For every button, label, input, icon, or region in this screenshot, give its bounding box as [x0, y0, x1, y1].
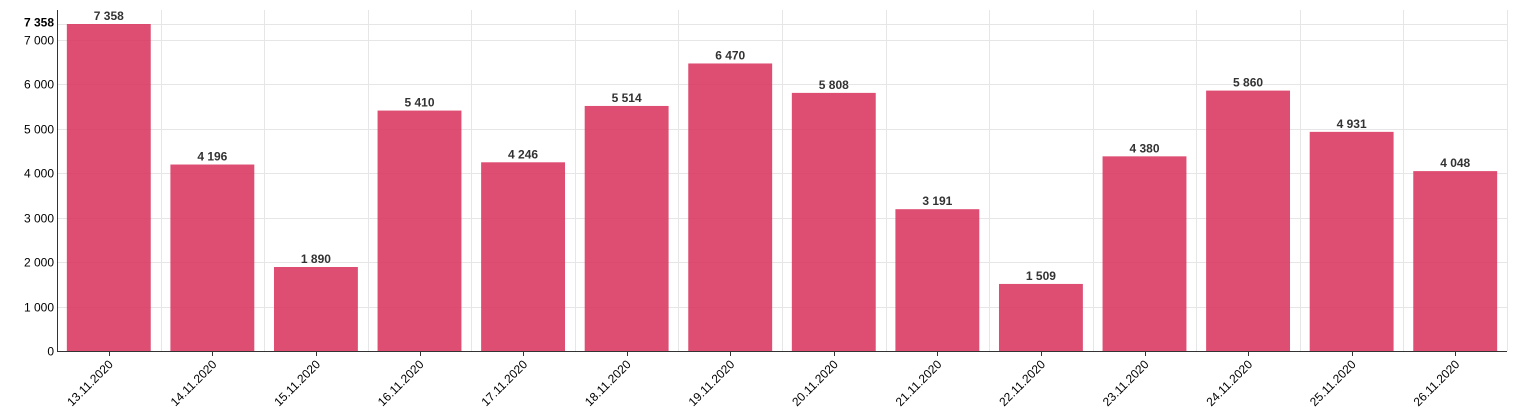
bar-value-label: 1 509	[1026, 269, 1056, 283]
grid	[57, 10, 1508, 351]
x-tick-label: 20.11.2020	[789, 357, 841, 409]
y-tick-label: 4 000	[24, 167, 54, 181]
bar-value-label: 6 470	[715, 48, 745, 62]
bar-value-label: 1 890	[301, 252, 331, 266]
bar-value-label: 5 514	[612, 91, 642, 105]
bar	[170, 164, 255, 351]
bar	[273, 267, 358, 351]
bar	[998, 283, 1083, 351]
x-tick-label: 18.11.2020	[582, 357, 634, 409]
y-tick-label: 0	[47, 345, 54, 359]
y-tick-label: 6 000	[24, 78, 54, 92]
x-tick-label: 25.11.2020	[1307, 357, 1359, 409]
x-tick-label: 23.11.2020	[1100, 357, 1152, 409]
x-tick-label: 22.11.2020	[996, 357, 1048, 409]
x-tick-label: 14.11.2020	[168, 357, 220, 409]
x-tick-label: 26.11.2020	[1411, 357, 1463, 409]
bar	[584, 105, 669, 352]
x-tick-label: 15.11.2020	[271, 357, 323, 409]
bar-value-label: 4 380	[1129, 141, 1159, 155]
x-tick-label: 24.11.2020	[1203, 357, 1255, 409]
bar-value-label: 4 246	[508, 147, 538, 161]
bar-value-label: 4 196	[197, 150, 227, 164]
x-tick-label: 21.11.2020	[893, 357, 945, 409]
x-tick-label: 17.11.2020	[478, 357, 530, 409]
x-tick-label: 13.11.2020	[64, 357, 116, 409]
y-axis: 0 1 000 2 000 3 000 4 000 5 000 6 000 7 000 7 35…	[24, 10, 58, 359]
bar	[1102, 156, 1187, 351]
bar	[895, 209, 980, 351]
bar	[66, 24, 151, 351]
bar	[481, 162, 566, 351]
y-tick-label: 7 000	[24, 34, 54, 48]
y-tick-label: 3 000	[24, 212, 54, 226]
y-tick-label: 2 000	[24, 256, 54, 270]
bar-value-label: 4 931	[1337, 117, 1367, 131]
bar	[1413, 171, 1498, 351]
bar	[1309, 131, 1394, 351]
bars	[66, 24, 1498, 352]
bar-value-label: 7 358	[94, 9, 124, 23]
bar	[791, 92, 876, 351]
x-tick-label: 19.11.2020	[686, 357, 738, 409]
bar-value-labels: 7 358 4 196 1 890 5 410 4 246 5 514 6 470 5 808…	[94, 9, 1471, 283]
x-tick-label: 16.11.2020	[375, 357, 427, 409]
bar-value-label: 4 048	[1440, 156, 1470, 170]
y-tick-label-max: 7 358	[24, 16, 54, 30]
y-tick-label: 5 000	[24, 123, 54, 137]
x-axis: 13.11.2020 14.11.2020 15.11.2020 16.11.2020…	[57, 351, 1507, 409]
bar-value-label: 3 191	[922, 194, 952, 208]
bar-value-label: 5 410	[404, 96, 434, 110]
bar-value-label: 5 808	[819, 78, 849, 92]
bar	[377, 110, 462, 351]
y-tick-label: 1 000	[24, 301, 54, 315]
bar	[688, 63, 773, 351]
bar	[1206, 90, 1291, 352]
bar-value-label: 5 860	[1233, 76, 1263, 90]
